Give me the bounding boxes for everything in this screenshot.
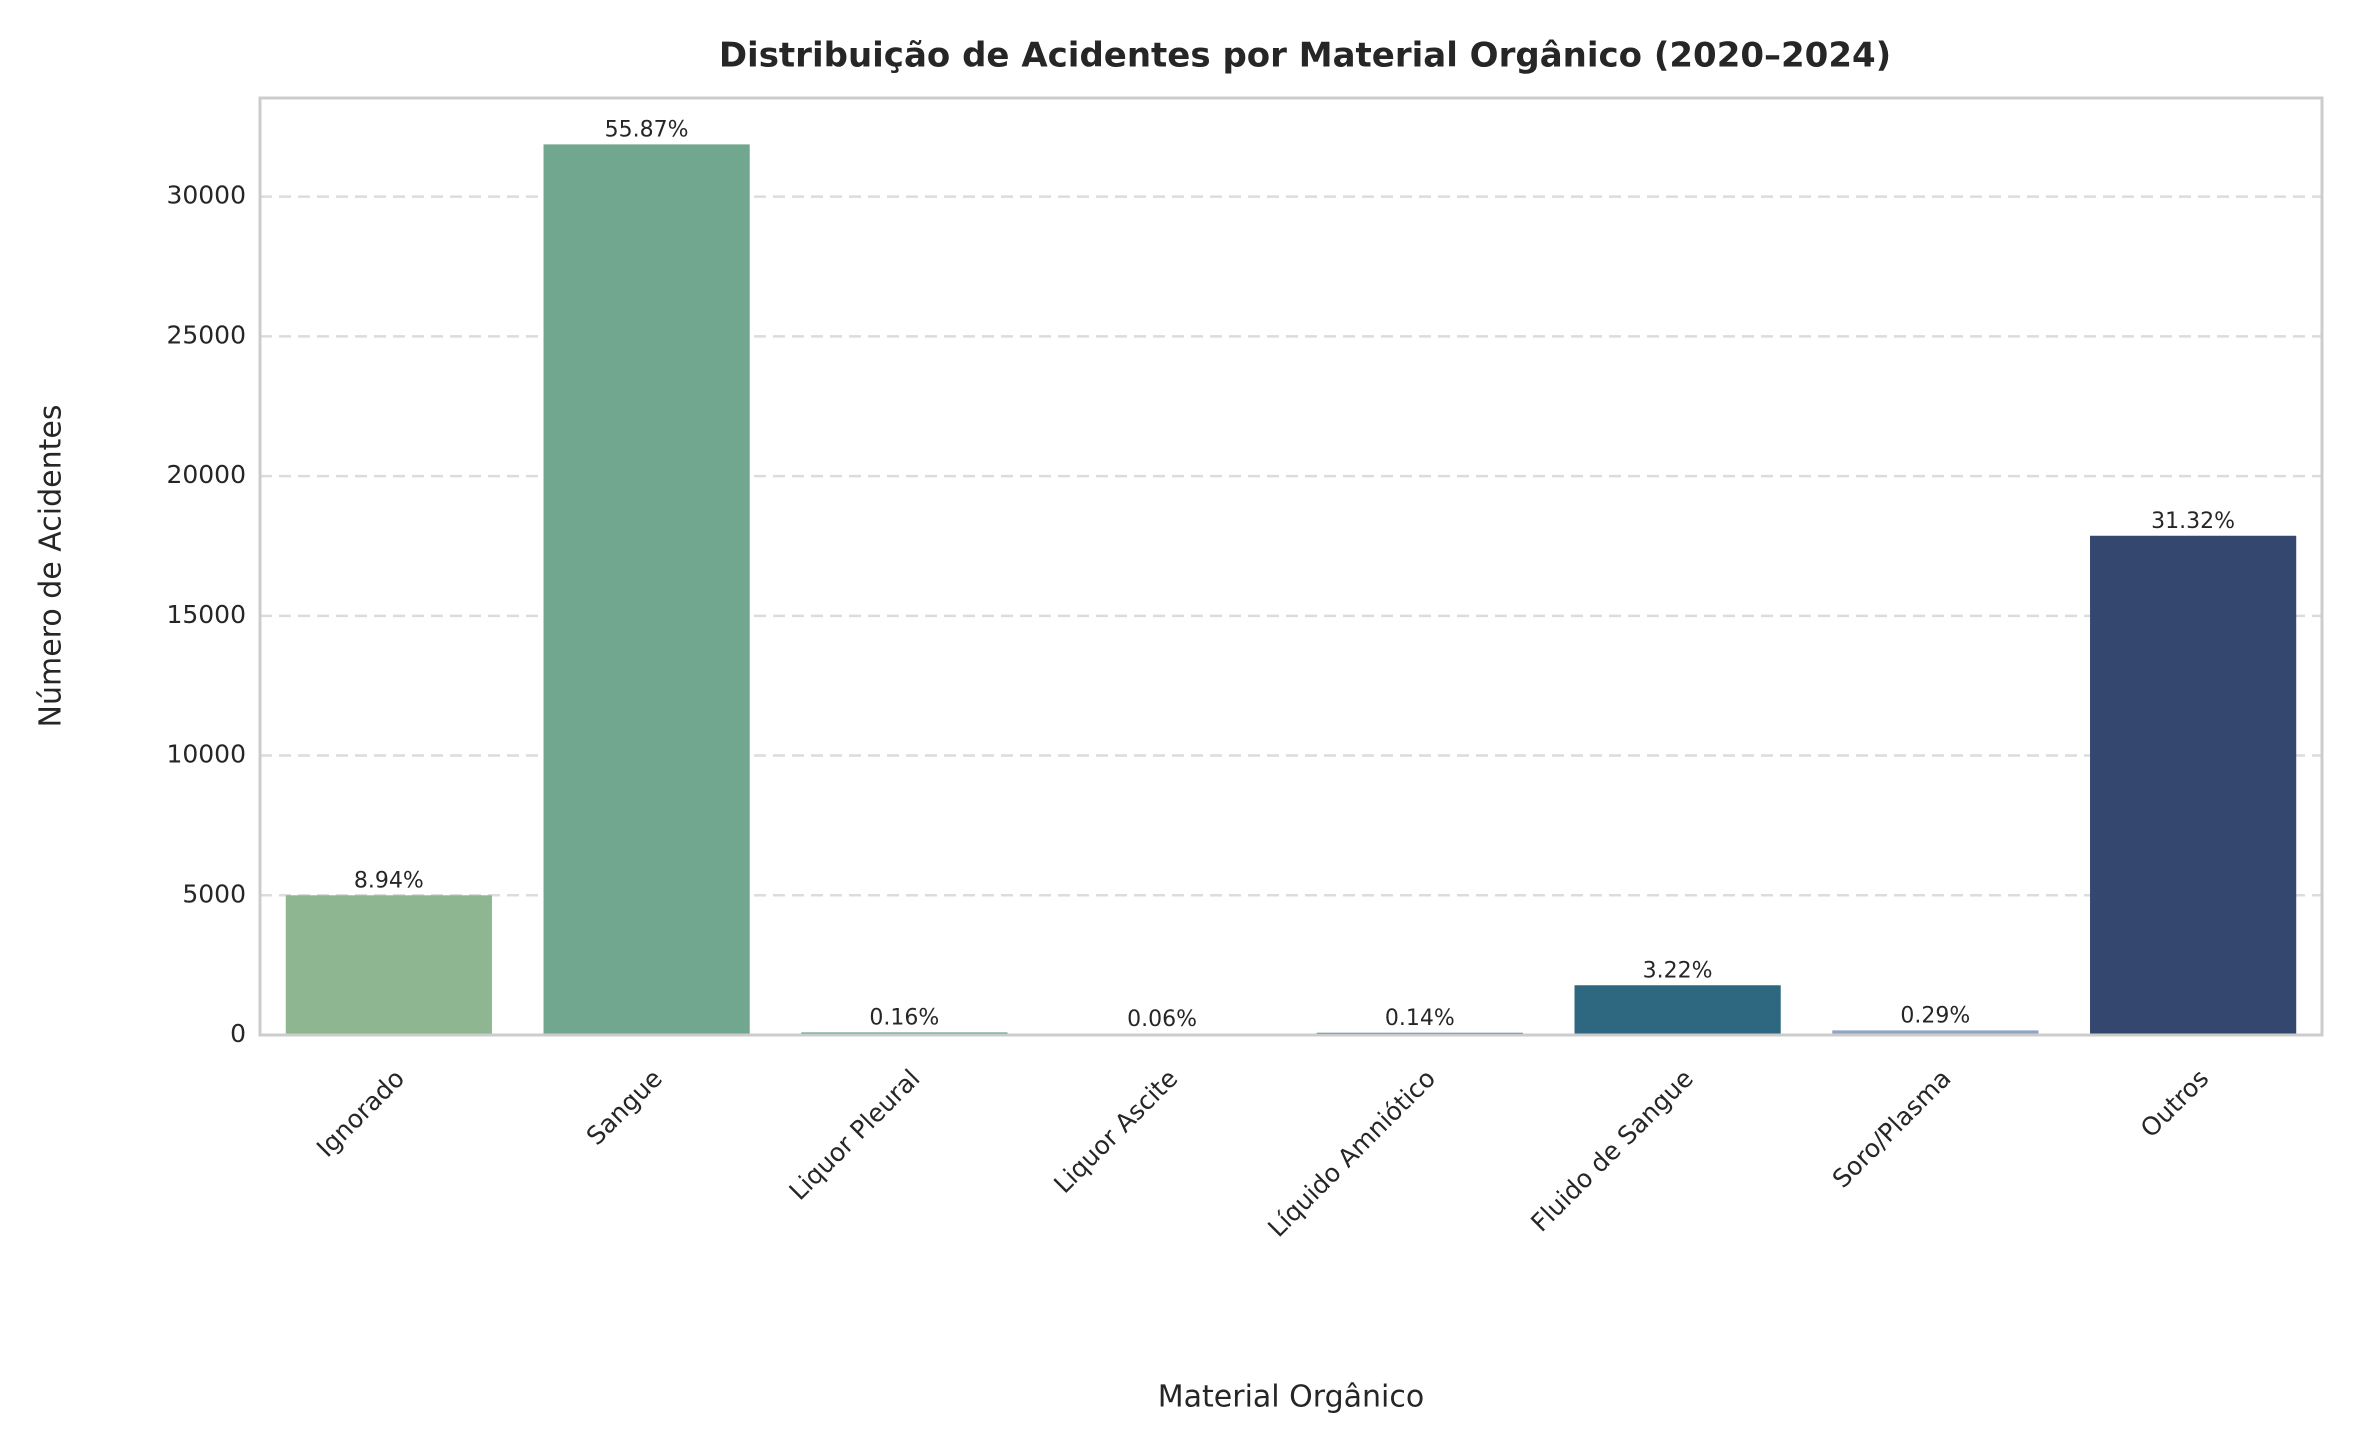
- bar-label: 3.22%: [1643, 958, 1713, 983]
- bar-label: 55.87%: [605, 117, 689, 142]
- y-axis-label: Número de Acidentes: [34, 405, 69, 728]
- bar: [2090, 535, 2297, 1035]
- bar-label: 0.14%: [1385, 1006, 1455, 1031]
- x-tick-label: Ignorado: [311, 1064, 410, 1163]
- bar: [1832, 1030, 2039, 1035]
- x-tick-label: Soro/Plasma: [1827, 1064, 1957, 1194]
- x-tick-label: Liquor Ascite: [1048, 1064, 1183, 1199]
- chart-title: Distribuição de Acidentes por Material O…: [719, 36, 1891, 76]
- bar: [1574, 985, 1781, 1035]
- y-tick-label: 20000: [166, 460, 246, 489]
- bar-label: 8.94%: [354, 868, 424, 893]
- y-tick-label: 10000: [166, 740, 246, 769]
- bar-label: 0.16%: [869, 1005, 939, 1030]
- y-tick-label: 15000: [166, 600, 246, 629]
- bar: [543, 144, 750, 1035]
- y-tick-label: 0: [230, 1019, 246, 1048]
- bar-label: 31.32%: [2151, 509, 2235, 534]
- y-tick-label: 5000: [182, 879, 246, 908]
- x-tick-label: Líquido Amniótico: [1262, 1064, 1441, 1243]
- plot-frame: [258, 96, 2324, 1037]
- y-tick-label: 25000: [166, 320, 246, 349]
- bar-label: 0.29%: [1900, 1003, 1970, 1028]
- x-tick-label: Outros: [2135, 1064, 2214, 1143]
- bar: [285, 895, 492, 1035]
- x-tick-label: Liquor Pleural: [784, 1064, 926, 1206]
- y-tick-label: 30000: [166, 181, 246, 210]
- x-tick-label: Fluido de Sangue: [1525, 1064, 1699, 1238]
- x-tick-label: Sangue: [581, 1064, 668, 1151]
- bar-label: 0.06%: [1127, 1007, 1197, 1032]
- x-axis-label: Material Orgânico: [1158, 1380, 1424, 1415]
